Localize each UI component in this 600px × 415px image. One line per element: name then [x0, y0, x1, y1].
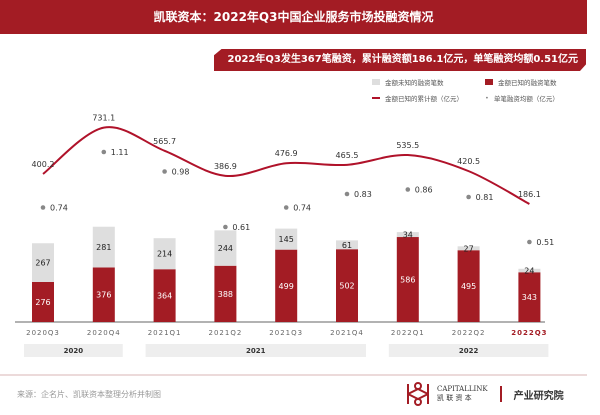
- year-group: [145, 344, 366, 357]
- avg-dot: [405, 187, 411, 192]
- bar-known: [32, 281, 54, 322]
- bar-unknown-label: 61: [342, 241, 352, 250]
- page-title: 凯联资本：2022年Q3中国企业服务市场投融资情况: [0, 0, 587, 34]
- bar-unknown: [153, 238, 176, 270]
- bar-unknown-label: 24: [524, 267, 534, 276]
- bar-unknown-label: 267: [35, 259, 50, 268]
- cumulative-line: [42, 126, 530, 205]
- avg-label: 0.83: [354, 190, 372, 199]
- avg-label: 0.74: [50, 204, 68, 213]
- bar-unknown-label: 34: [403, 231, 413, 240]
- legend-line: 金额已知的累计额（亿元）: [372, 93, 463, 103]
- bar-known-label: 276: [35, 298, 50, 307]
- bar-known-label: 502: [339, 282, 354, 291]
- avg-dot: [101, 149, 107, 155]
- line-label: 186.1: [518, 190, 541, 199]
- avg-label: 0.98: [172, 168, 190, 177]
- avg-dot: [223, 224, 228, 230]
- line-label: 386.9: [214, 162, 237, 171]
- avg-dot: [527, 239, 532, 245]
- x-tick-label: 2020Q3: [26, 329, 60, 337]
- line-label: 400.2: [32, 160, 55, 169]
- bar-known: [457, 250, 480, 322]
- line-label: 535.5: [396, 141, 419, 150]
- bar-unknown: [518, 268, 541, 273]
- bar-unknown: [32, 243, 54, 282]
- x-tick-label: 2021Q2: [209, 329, 243, 337]
- bar-known-label: 376: [96, 291, 111, 300]
- bar-unknown-label: 214: [157, 250, 172, 259]
- summary-banner: 2022年Q3发生367笔融资，累计融资额186.1亿元，单笔融资均额0.51亿…: [214, 49, 586, 71]
- bar-unknown: [396, 232, 419, 238]
- bar-known: [214, 265, 237, 322]
- bar-known: [275, 249, 298, 322]
- avg-dot: [162, 169, 167, 174]
- year-label: 2021: [246, 347, 266, 355]
- bar-known-label: 586: [400, 276, 415, 285]
- avg-label: 1.11: [111, 148, 129, 157]
- source-note: 来源：企名片、凯联资本整理分析并制图: [17, 390, 161, 399]
- avg-label: 0.81: [476, 193, 494, 202]
- line-label: 420.5: [457, 157, 480, 166]
- capitallink-logo-icon: [407, 382, 429, 406]
- year-label: 2020: [64, 347, 84, 355]
- line-label: 731.1: [92, 114, 115, 123]
- x-tick-label: 2021Q4: [330, 329, 364, 337]
- bar-known: [92, 267, 115, 322]
- year-label: 2022: [459, 347, 479, 355]
- line-label: 565.7: [153, 137, 176, 146]
- avg-label: 0.86: [415, 186, 433, 195]
- x-tick-label: 2022Q2: [452, 329, 486, 337]
- bar-unknown: [457, 246, 480, 251]
- year-group: [388, 344, 549, 357]
- bar-known: [336, 249, 358, 322]
- logo: CAPITALLINK 凯 联 资 本 产业研究院: [405, 381, 564, 407]
- avg-label: 0.51: [536, 238, 554, 247]
- bar-unknown: [275, 228, 298, 250]
- x-tick-label: 2022Q1: [391, 329, 425, 337]
- bar-unknown-label: 244: [218, 244, 233, 253]
- avg-dot: [283, 205, 289, 210]
- avg-label: 0.61: [232, 223, 250, 232]
- legend-known: 金额已知的融资笔数: [485, 77, 557, 87]
- bar-known: [518, 272, 541, 322]
- bar-unknown: [92, 226, 115, 268]
- bar-known-label: 499: [279, 282, 294, 291]
- line-label: 465.5: [336, 151, 359, 160]
- avg-dot: [344, 191, 350, 197]
- x-tick-label: 2021Q1: [148, 329, 182, 337]
- x-tick-label: 2020Q4: [87, 329, 121, 337]
- bar-unknown-label: 145: [279, 235, 294, 244]
- bar-known-label: 495: [461, 282, 476, 291]
- bar-known-label: 343: [522, 293, 537, 302]
- bar-known: [396, 237, 419, 322]
- year-group: [24, 344, 123, 357]
- avg-dot: [466, 194, 471, 200]
- legend-dot: • 单笔融资均额（亿元）: [485, 94, 559, 103]
- x-tick-label: 2022Q3: [511, 329, 547, 337]
- bar-unknown: [336, 240, 358, 250]
- avg-label: 0.74: [293, 204, 311, 213]
- bar-known-label: 388: [218, 290, 233, 299]
- bar-unknown: [214, 230, 237, 266]
- line-label: 476.9: [275, 149, 298, 158]
- legend-unknown: 金额未知的融资笔数: [372, 77, 444, 87]
- bar-known: [153, 269, 176, 322]
- bar-unknown-label: 27: [464, 244, 474, 253]
- avg-dot: [40, 205, 46, 210]
- bar-unknown-label: 281: [96, 243, 111, 252]
- bar-known-label: 364: [157, 292, 172, 301]
- x-tick-label: 2021Q3: [269, 329, 303, 337]
